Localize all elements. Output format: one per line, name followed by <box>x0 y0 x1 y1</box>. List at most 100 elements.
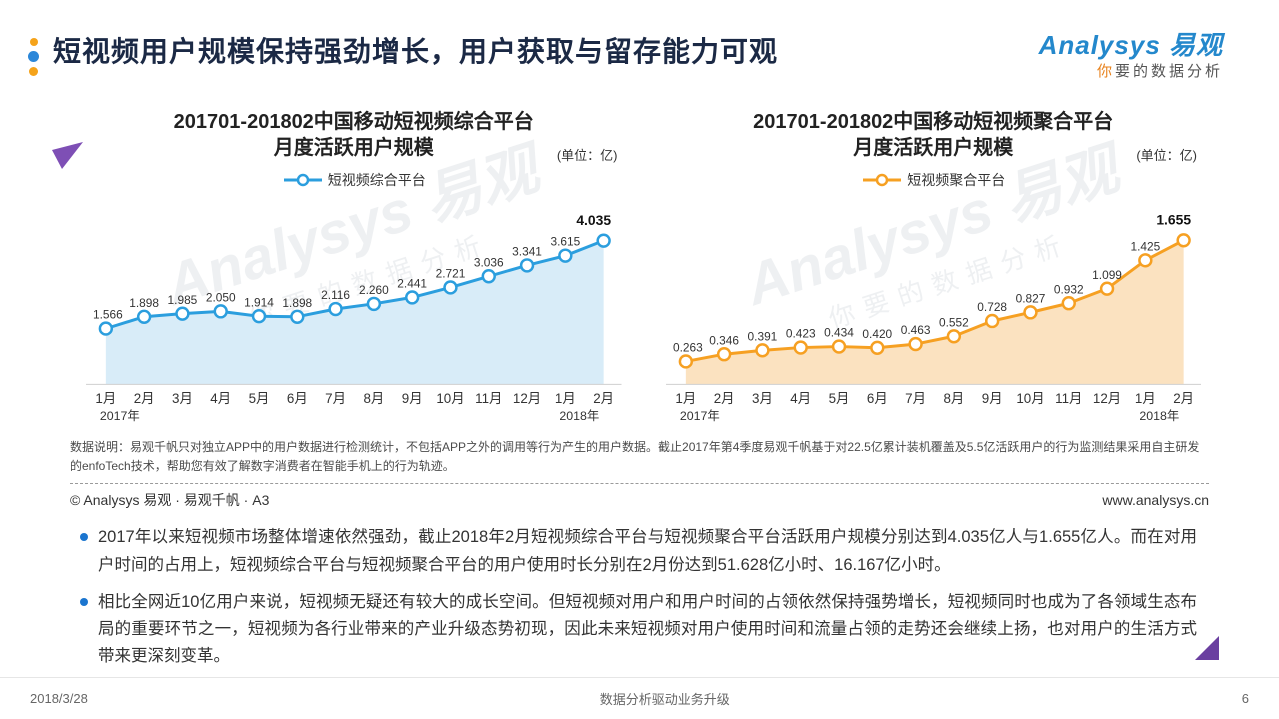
svg-text:10月: 10月 <box>436 391 464 406</box>
svg-text:1.914: 1.914 <box>244 295 274 309</box>
chart-panel-aggregate: Analysys 易观 你要的数据分析 201701-201802中国移动短视频… <box>665 109 1202 432</box>
chart-title-line1: 201701-201802中国移动短视频综合平台 <box>173 111 534 134</box>
svg-text:2.050: 2.050 <box>206 291 236 305</box>
svg-text:0.728: 0.728 <box>977 300 1007 314</box>
chart-title-line2: 月度活跃用户规模 <box>273 137 434 160</box>
purple-triangle-icon <box>1195 636 1219 660</box>
svg-text:0.263: 0.263 <box>672 341 702 355</box>
svg-text:0.932: 0.932 <box>1053 283 1083 297</box>
svg-text:5月: 5月 <box>249 391 270 406</box>
svg-text:0.827: 0.827 <box>1015 292 1045 306</box>
bullet-icon <box>80 597 88 606</box>
chart-title-line1: 201701-201802中国移动短视频聚合平台 <box>753 111 1114 134</box>
bullet-icon <box>80 533 88 542</box>
svg-text:0.434: 0.434 <box>824 326 854 340</box>
copyright-text: © Analysys 易观 · 易观千帆 · A3 <box>70 492 270 509</box>
legend: 短视频综合平台 <box>86 170 622 190</box>
unit-label: (单位：亿) <box>1136 148 1197 164</box>
svg-text:2.721: 2.721 <box>436 267 466 281</box>
page-title: 短视频用户规模保持强劲增长，用户获取与留存能力可观 <box>53 36 779 67</box>
charts-row: Analysys 易观 你要的数据分析 201701-201802中国移动短视频… <box>86 109 1201 432</box>
legend: 短视频聚合平台 <box>666 170 1202 190</box>
svg-text:8月: 8月 <box>363 391 384 406</box>
chart-title-line2: 月度活跃用户规模 <box>853 137 1014 160</box>
svg-text:2月: 2月 <box>134 391 155 406</box>
svg-text:2.116: 2.116 <box>321 288 350 302</box>
logo-brand: Analysys 易观 <box>1038 30 1223 60</box>
svg-text:2.260: 2.260 <box>359 283 389 297</box>
header: 短视频用户规模保持强劲增长，用户获取与留存能力可观 Analysys 易观 你要… <box>0 0 1279 81</box>
unit-label: (单位：亿) <box>556 148 618 164</box>
svg-text:2月: 2月 <box>593 391 614 406</box>
legend-marker-icon <box>863 173 902 187</box>
title-accent-dots <box>28 38 39 76</box>
svg-text:1月: 1月 <box>675 391 696 406</box>
legend-label: 短视频聚合平台 <box>907 172 1006 189</box>
footer-date: 2018/3/28 <box>30 691 88 706</box>
svg-text:7月: 7月 <box>325 391 346 406</box>
svg-text:8月: 8月 <box>943 391 964 406</box>
svg-text:2017年: 2017年 <box>100 409 140 423</box>
chart-panel-composite: Analysys 易观 你要的数据分析 201701-201802中国移动短视频… <box>86 109 622 432</box>
line-chart: 0.263 0.346 0.391 0.423 0.434 0.420 0.463 0.552… <box>665 212 1201 423</box>
svg-text:1.566: 1.566 <box>93 308 123 322</box>
svg-text:5月: 5月 <box>828 391 849 406</box>
svg-text:4月: 4月 <box>790 391 811 406</box>
svg-text:1.425: 1.425 <box>1130 240 1160 254</box>
svg-text:3月: 3月 <box>752 391 773 406</box>
list-item: 2017年以来短视频市场整体增速依然强劲，截止2018年2月短视频综合平台与短视… <box>80 524 1197 578</box>
svg-text:10月: 10月 <box>1016 391 1044 406</box>
svg-text:2.441: 2.441 <box>397 277 427 291</box>
svg-text:0.423: 0.423 <box>785 327 815 341</box>
purple-triangle-icon <box>52 142 83 169</box>
data-note: 数据说明：易观千帆只对独立APP中的用户数据进行检测统计，不包括APP之外的调用… <box>70 440 1200 473</box>
footer-slogan: 数据分析驱动业务升级 <box>599 692 730 707</box>
svg-text:7月: 7月 <box>905 391 926 406</box>
svg-text:6月: 6月 <box>287 391 308 406</box>
chart-title: 201701-201802中国移动短视频综合平台 月度活跃用户规模 <box>86 109 622 161</box>
title-wrap: 短视频用户规模保持强劲增长，用户获取与留存能力可观 <box>28 30 778 76</box>
svg-text:2月: 2月 <box>713 391 734 406</box>
bullet-text: 相比全网近10亿用户来说，短视频无疑还有较大的成长空间。但短视频对用户和用户时间… <box>98 592 1197 666</box>
svg-text:1.655: 1.655 <box>1156 212 1191 228</box>
svg-text:4月: 4月 <box>210 391 231 406</box>
svg-text:9月: 9月 <box>981 391 1002 406</box>
svg-text:1.898: 1.898 <box>129 296 159 310</box>
svg-text:1.099: 1.099 <box>1092 268 1122 282</box>
svg-text:4.035: 4.035 <box>576 212 611 228</box>
bullet-list: 2017年以来短视频市场整体增速依然强劲，截止2018年2月短视频综合平台与短视… <box>80 524 1197 670</box>
bullet-text: 2017年以来短视频市场整体增速依然强劲，截止2018年2月短视频综合平台与短视… <box>98 528 1197 574</box>
svg-text:2月: 2月 <box>1173 391 1194 406</box>
svg-text:1月: 1月 <box>555 391 576 406</box>
footer: 2018/3/28 数据分析驱动业务升级 6 <box>0 677 1279 719</box>
logo-tagline-rest: 要的数据分析 <box>1114 63 1223 81</box>
svg-text:1.898: 1.898 <box>282 296 312 310</box>
svg-text:1月: 1月 <box>95 391 116 406</box>
svg-text:0.552: 0.552 <box>939 316 969 330</box>
orange-dot-icon <box>29 38 38 46</box>
svg-text:3.341: 3.341 <box>512 245 542 259</box>
svg-text:0.463: 0.463 <box>900 323 930 337</box>
orange-dot-icon <box>29 67 38 76</box>
svg-text:0.346: 0.346 <box>709 334 739 348</box>
copyright-row: © Analysys 易观 · 易观千帆 · A3 www.analysys.c… <box>70 483 1209 510</box>
legend-label: 短视频综合平台 <box>327 172 426 189</box>
svg-text:2018年: 2018年 <box>559 409 599 423</box>
svg-text:3.615: 3.615 <box>550 235 580 249</box>
legend-marker-icon <box>283 173 322 187</box>
svg-text:12月: 12月 <box>513 391 541 406</box>
blue-dot-icon <box>28 51 39 62</box>
logo-tagline-accent: 你 <box>1096 63 1115 81</box>
svg-text:2017年: 2017年 <box>679 409 719 423</box>
website-link[interactable]: www.analysys.cn <box>1102 492 1209 509</box>
list-item: 相比全网近10亿用户来说，短视频无疑还有较大的成长空间。但短视频对用户和用户时间… <box>80 589 1197 671</box>
logo-tagline: 你要的数据分析 <box>1039 63 1223 81</box>
svg-text:11月: 11月 <box>475 391 502 406</box>
svg-text:3.036: 3.036 <box>474 256 504 270</box>
page-number: 6 <box>1241 691 1249 706</box>
chart-title: 201701-201802中国移动短视频聚合平台 月度活跃用户规模 <box>666 109 1202 161</box>
svg-text:2018年: 2018年 <box>1139 409 1179 423</box>
svg-text:0.391: 0.391 <box>747 330 777 344</box>
svg-text:6月: 6月 <box>866 391 887 406</box>
